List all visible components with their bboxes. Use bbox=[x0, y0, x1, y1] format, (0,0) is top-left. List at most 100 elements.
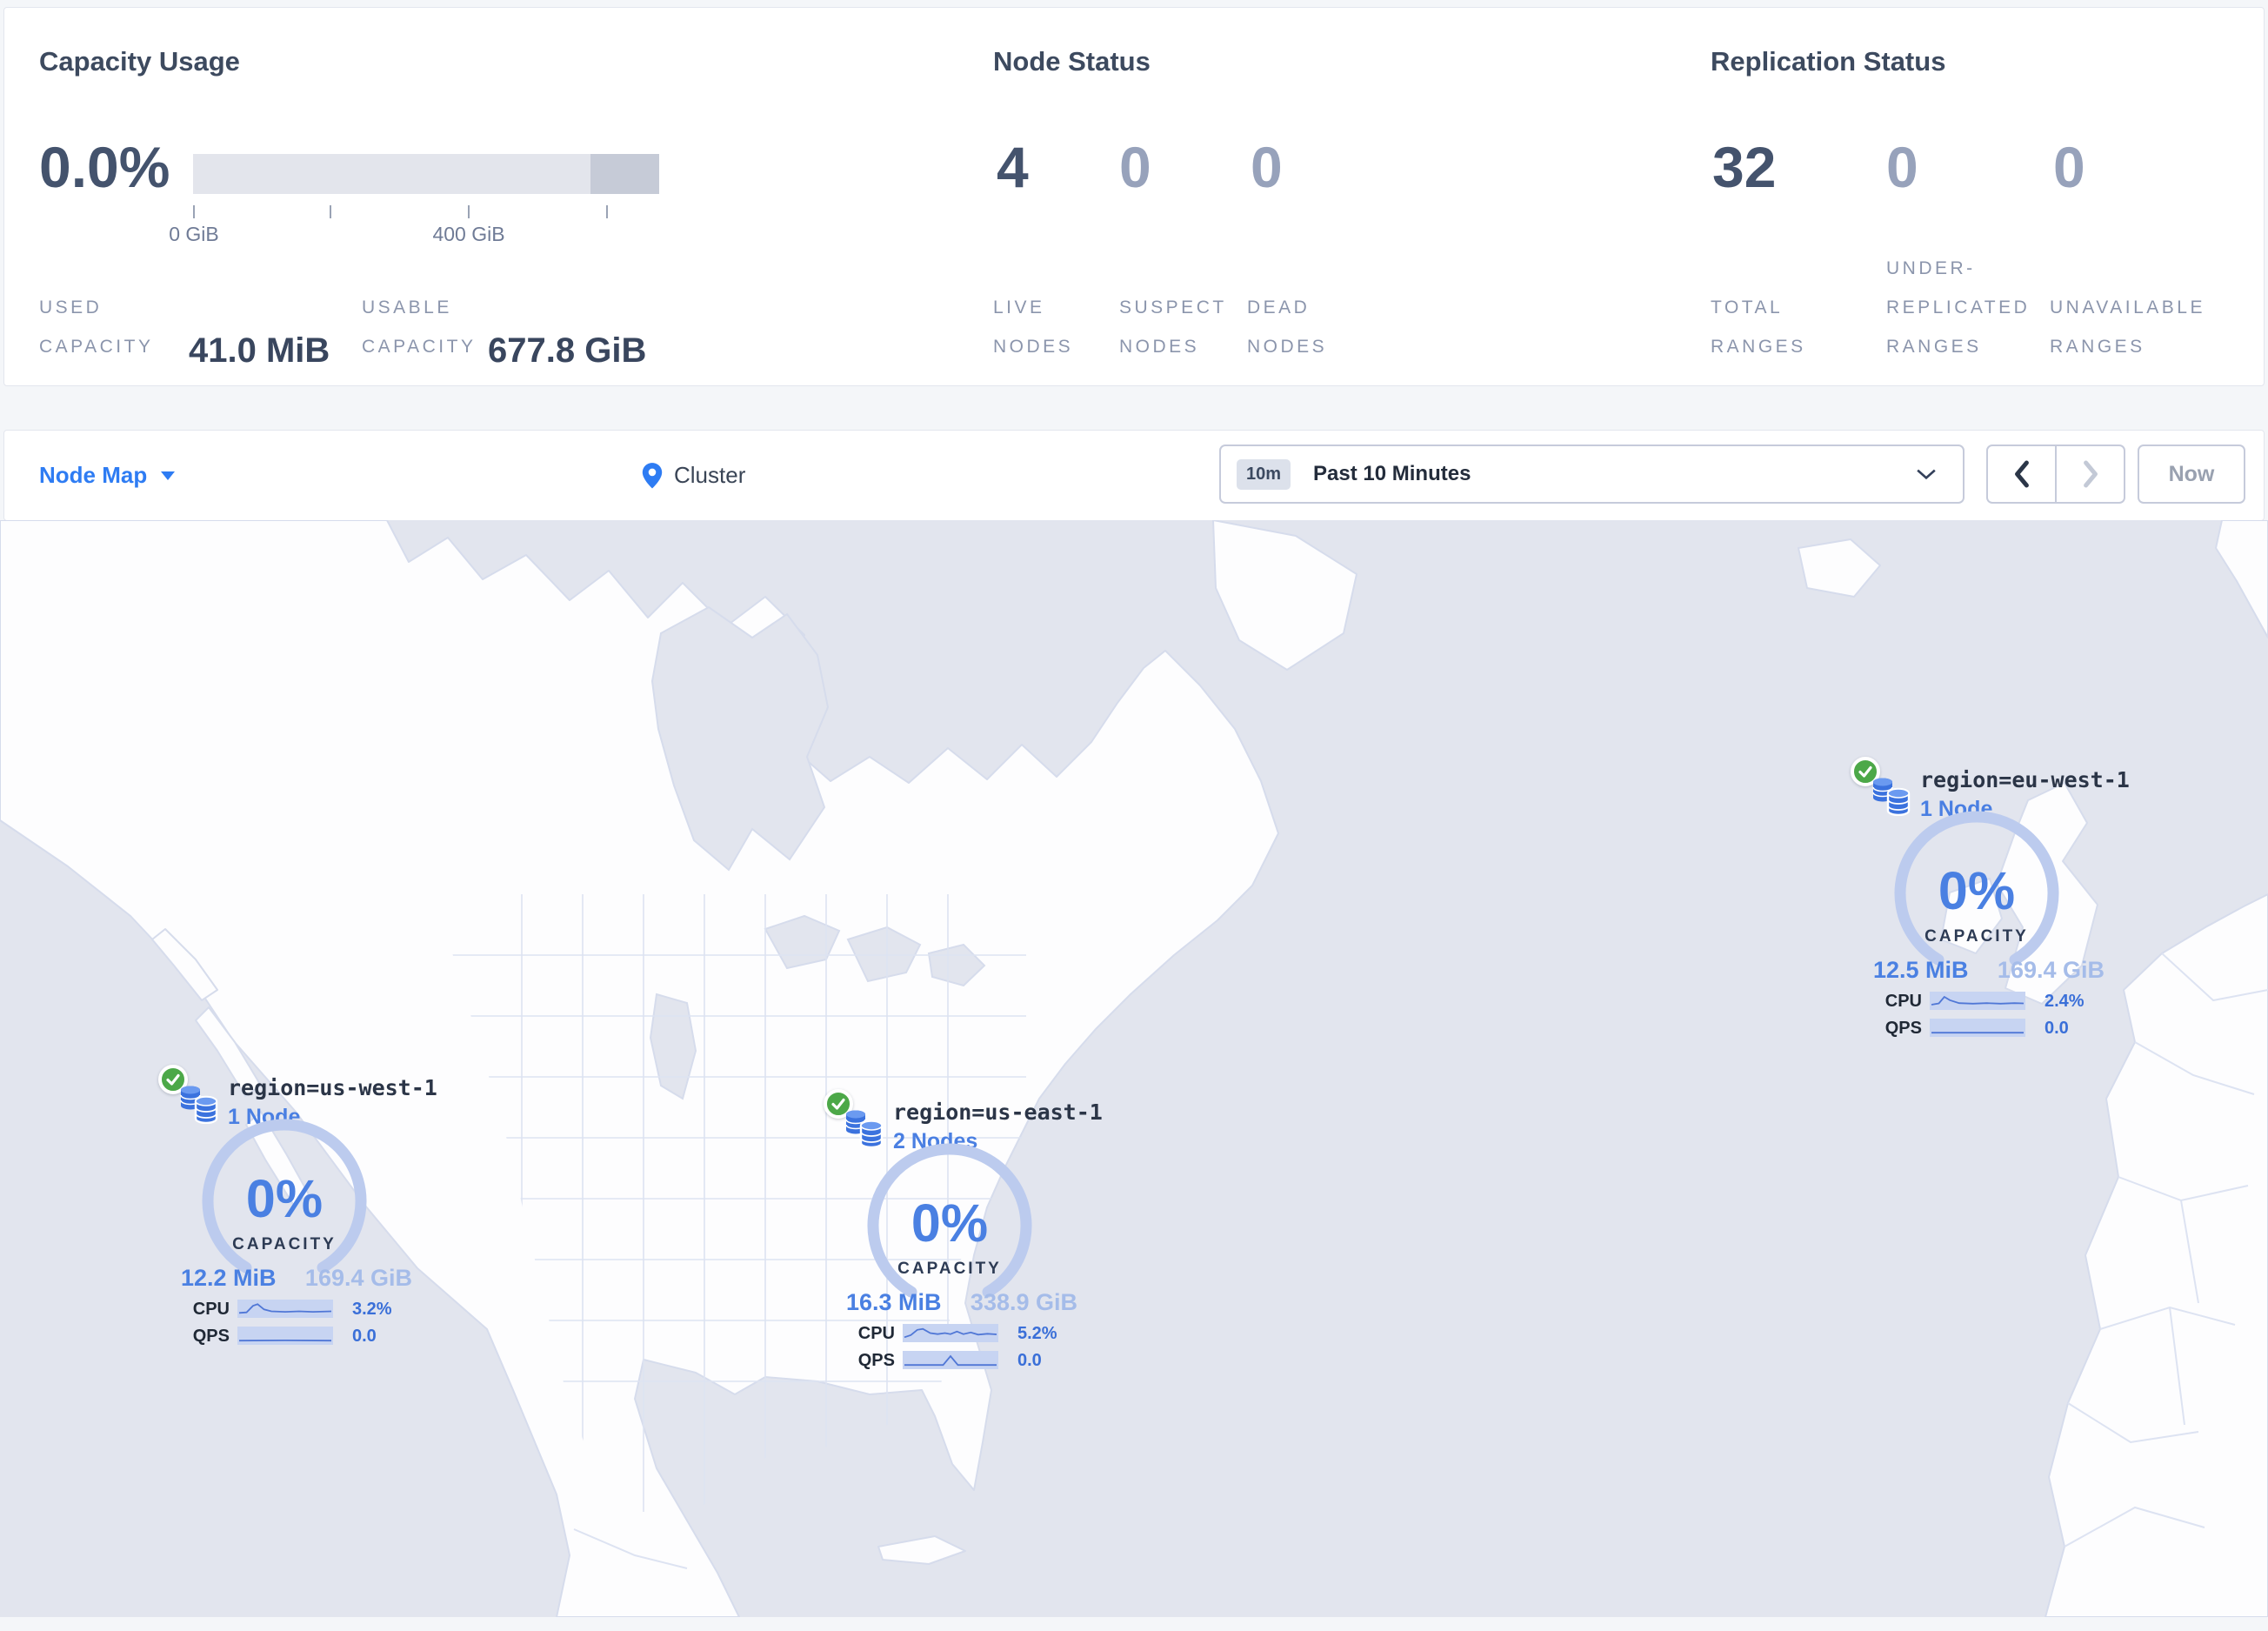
cpu-label: CPU bbox=[192, 1300, 230, 1319]
live-nodes-count: 4 bbox=[997, 135, 1029, 199]
time-next-button[interactable] bbox=[2055, 446, 2124, 502]
region-capacity-label: CAPACITY bbox=[232, 1235, 337, 1253]
region-cpu-row: CPU 3.2% bbox=[158, 1300, 419, 1319]
world-map-canvas: region=us-west-1 1 Node 0% CAPACITY 12.2… bbox=[0, 520, 2268, 1617]
capacity-gauge-arc bbox=[1894, 811, 2059, 966]
capacity-bar-reserved-segment bbox=[590, 154, 659, 194]
time-range-badge: 10m bbox=[1237, 458, 1291, 490]
map-pin-icon bbox=[642, 462, 663, 489]
view-selector-label: Node Map bbox=[39, 462, 148, 488]
region-marker-us-east-1[interactable]: region=us-east-1 2 Nodes 0% CAPACITY 16.… bbox=[824, 1089, 1103, 1378]
land-greenland bbox=[1212, 520, 1357, 671]
land-cuba bbox=[877, 1535, 966, 1565]
hudson-bay bbox=[650, 605, 830, 872]
qps-sparkline bbox=[237, 1327, 333, 1345]
dead-nodes-count: 0 bbox=[1251, 135, 1283, 199]
node-status-title: Node Status bbox=[993, 46, 1151, 77]
qps-label: QPS bbox=[1884, 1019, 1922, 1038]
region-cpu-row: CPU 5.2% bbox=[824, 1324, 1084, 1343]
land-coastal-islands bbox=[195, 1006, 262, 1097]
unavailable-ranges-label: UNAVAILABLE RANGES bbox=[2050, 297, 2205, 357]
qps-value: 0.0 bbox=[1017, 1351, 1042, 1370]
live-nodes-label: LIVE NODES bbox=[993, 297, 1074, 357]
region-locality-label: region=eu-west-1 bbox=[1920, 767, 2130, 792]
region-capacity-percent: 0% bbox=[1938, 861, 2016, 920]
lake-winnipeg bbox=[649, 993, 697, 1100]
capacity-usage-title: Capacity Usage bbox=[39, 46, 240, 77]
region-used-capacity: 12.2 MiB bbox=[181, 1265, 277, 1291]
view-selector-dropdown[interactable]: Node Map bbox=[39, 431, 176, 520]
region-marker-us-west-1[interactable]: region=us-west-1 1 Node 0% CAPACITY 12.2… bbox=[158, 1065, 437, 1354]
cluster-summary-panel: Capacity Usage 0.0% 0 GiB 400 GiB USED C… bbox=[3, 7, 2265, 386]
capacity-tick bbox=[193, 205, 195, 218]
region-used-capacity: 12.5 MiB bbox=[1873, 957, 1969, 983]
land-ireland bbox=[1940, 878, 2003, 954]
replication-status-title: Replication Status bbox=[1711, 46, 1946, 77]
region-usable-capacity: 169.4 GiB bbox=[304, 1265, 412, 1291]
capacity-percent: 0.0% bbox=[39, 135, 170, 199]
capacity-tick-label-400: 400 GiB bbox=[432, 223, 505, 245]
region-qps-row: QPS 0.0 bbox=[1851, 1019, 2111, 1038]
cpu-label: CPU bbox=[1884, 992, 1922, 1011]
qps-label: QPS bbox=[192, 1327, 230, 1346]
region-usable-capacity: 169.4 GiB bbox=[1997, 957, 2105, 983]
land-coastal-islands bbox=[151, 928, 218, 1001]
qps-value: 2.4% bbox=[2045, 992, 2085, 1011]
breadcrumb-label: Cluster bbox=[674, 462, 746, 488]
capacity-gauge-arc bbox=[867, 1143, 1032, 1298]
under-replicated-label: UNDER- REPLICATED RANGES bbox=[1886, 258, 2031, 357]
cpu-value: 5.2% bbox=[1017, 1324, 1057, 1343]
usable-capacity-value: 677.8 GiB bbox=[488, 331, 647, 370]
dead-nodes-label: DEAD NODES bbox=[1247, 297, 1328, 357]
region-locality-label: region=us-east-1 bbox=[893, 1100, 1103, 1125]
chevron-left-icon bbox=[2014, 460, 2029, 488]
great-lake bbox=[846, 926, 922, 983]
nodes-db-icon bbox=[845, 1110, 884, 1148]
country-borders bbox=[573, 953, 2268, 1569]
nodes-db-icon bbox=[180, 1086, 218, 1124]
chevron-down-icon bbox=[1917, 469, 1936, 480]
qps-sparkline bbox=[903, 1351, 998, 1369]
region-cpu-row: CPU 2.4% bbox=[1851, 992, 2111, 1011]
region-capacity-label: CAPACITY bbox=[897, 1260, 1002, 1278]
under-replicated-count: 0 bbox=[1886, 135, 1918, 199]
cpu-sparkline bbox=[903, 1324, 998, 1342]
region-used-capacity: 16.3 MiB bbox=[846, 1289, 942, 1315]
capacity-bar bbox=[193, 154, 659, 194]
time-nav-group bbox=[1986, 445, 2125, 504]
cpu-sparkline bbox=[1930, 992, 2025, 1010]
time-prev-button[interactable] bbox=[1988, 446, 2055, 502]
region-capacity-percent: 0% bbox=[911, 1193, 989, 1253]
qps-sparkline bbox=[1930, 1019, 2025, 1037]
cpu-label: CPU bbox=[857, 1324, 895, 1343]
qps-value: 0.0 bbox=[2045, 1019, 2069, 1038]
now-button[interactable]: Now bbox=[2138, 445, 2245, 504]
qps-value: 0.0 bbox=[352, 1327, 377, 1346]
chevron-right-icon bbox=[2083, 460, 2098, 488]
time-range-label: Past 10 Minutes bbox=[1313, 462, 1471, 485]
nodes-db-icon bbox=[1872, 778, 1911, 816]
capacity-tick bbox=[606, 205, 608, 218]
inland-water bbox=[649, 605, 986, 1100]
region-usable-capacity: 338.9 GiB bbox=[970, 1289, 1077, 1315]
capacity-gauge-arc bbox=[202, 1119, 367, 1273]
world-map bbox=[0, 520, 2268, 1617]
region-capacity-label: CAPACITY bbox=[1924, 927, 2029, 946]
region-marker-eu-west-1[interactable]: region=eu-west-1 1 Node 0% CAPACITY 12.5… bbox=[1851, 757, 2130, 1046]
region-qps-row: QPS 0.0 bbox=[158, 1327, 419, 1346]
qps-label: QPS bbox=[857, 1351, 895, 1370]
capacity-tick bbox=[330, 205, 331, 218]
time-range-dropdown[interactable]: 10m Past 10 Minutes bbox=[1219, 445, 1964, 504]
used-capacity-label: USED CAPACITY bbox=[39, 297, 154, 357]
total-ranges-count: 32 bbox=[1712, 135, 1777, 199]
total-ranges-label: TOTAL RANGES bbox=[1711, 297, 1806, 357]
breadcrumb-cluster[interactable]: Cluster bbox=[641, 431, 745, 520]
cpu-value: 3.2% bbox=[352, 1300, 392, 1319]
land-scandinavia bbox=[2215, 520, 2268, 638]
us-state-borders bbox=[435, 894, 1026, 1512]
region-locality-label: region=us-west-1 bbox=[228, 1075, 437, 1100]
region-capacity-percent: 0% bbox=[245, 1169, 324, 1228]
capacity-tick-label-0: 0 GiB bbox=[169, 223, 219, 245]
unavailable-count: 0 bbox=[2053, 135, 2085, 199]
